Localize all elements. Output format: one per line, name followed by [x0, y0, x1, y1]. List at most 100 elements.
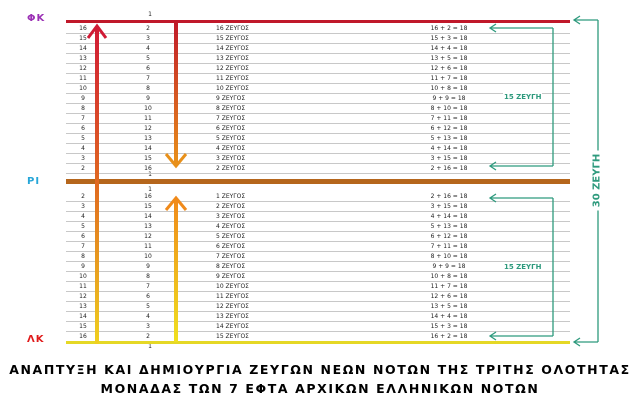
right-number: 15 [144, 155, 152, 162]
right-number: 13 [144, 135, 152, 142]
right-number: 12 [144, 233, 152, 240]
table-row: 11 7 11 ΖΕΥΓΟΣ 11 + 7 = 18 [66, 74, 570, 84]
pair-label: 13 ΖΕΥΓΟΣ [216, 55, 249, 62]
label-bottom: ΛΚ [27, 334, 45, 345]
sum-equation: 13 + 5 = 18 [430, 303, 468, 310]
label-middle: ΡΙ [27, 176, 41, 187]
left-number: 16 [79, 25, 87, 32]
table-row: 3 15 2 ΖΕΥΓΟΣ 3 + 15 = 18 [66, 202, 570, 212]
up-arrow [164, 195, 188, 342]
right-number: 6 [146, 293, 150, 300]
middle-boundary-line [66, 179, 570, 184]
caption-line-1: ΑΝΑΠΤΥΞΗ ΚΑΙ ΔΗΜΙΟΥΡΓΙΑ ΖΕΥΓΩΝ ΝΕΩΝ ΝΟΤΩ… [9, 362, 631, 377]
table-row: 16 2 16 ΖΕΥΓΟΣ 16 + 2 = 18 [66, 24, 570, 34]
pair-label: 16 ΖΕΥΓΟΣ [216, 25, 249, 32]
table-row: 3 15 3 ΖΕΥΓΟΣ 3 + 15 = 18 [66, 154, 570, 164]
table-row: 2 16 1 ΖΕΥΓΟΣ 2 + 16 = 18 [66, 192, 570, 202]
upper-bracket [488, 23, 554, 171]
table-row: 10 8 9 ΖΕΥΓΟΣ 10 + 8 = 18 [66, 272, 570, 282]
table-row: 14 4 14 ΖΕΥΓΟΣ 14 + 4 = 18 [66, 44, 570, 54]
right-number: 11 [144, 115, 152, 122]
pair-label: 1 ΖΕΥΓΟΣ [216, 193, 246, 200]
sum-equation: 15 + 3 = 18 [430, 35, 468, 42]
pair-label: 2 ΖΕΥΓΟΣ [216, 203, 246, 210]
table-row: 12 6 11 ΖΕΥΓΟΣ 12 + 6 = 18 [66, 292, 570, 302]
left-number: 2 [81, 165, 85, 172]
right-number: 14 [144, 213, 152, 220]
table-row: 8 10 7 ΖΕΥΓΟΣ 8 + 10 = 18 [66, 252, 570, 262]
left-number: 12 [79, 293, 87, 300]
sum-equation: 7 + 11 = 18 [430, 115, 468, 122]
left-number: 9 [81, 263, 85, 270]
left-number: 13 [79, 303, 87, 310]
right-number: 3 [146, 323, 150, 330]
sum-equation: 2 + 16 = 18 [430, 193, 468, 200]
table-row: 9 9 8 ΖΕΥΓΟΣ 9 + 9 = 18 [66, 262, 570, 272]
down-arrow [164, 22, 188, 169]
left-number: 10 [79, 85, 87, 92]
left-number: 7 [81, 115, 85, 122]
left-number: 11 [79, 75, 87, 82]
left-number: 11 [79, 283, 87, 290]
pair-label: 7 ΖΕΥΓΟΣ [216, 115, 246, 122]
pair-label: 7 ΖΕΥΓΟΣ [216, 253, 246, 260]
sum-equation: 3 + 15 = 18 [430, 203, 468, 210]
right-number: 8 [146, 85, 150, 92]
right-number: 10 [144, 105, 152, 112]
table-row: 15 3 15 ΖΕΥΓΟΣ 15 + 3 = 18 [66, 34, 570, 44]
right-number: 15 [144, 203, 152, 210]
table-row: 9 9 9 ΖΕΥΓΟΣ 9 + 9 = 18 [66, 94, 570, 104]
right-number: 7 [146, 75, 150, 82]
sum-equation: 9 + 9 = 18 [432, 95, 466, 102]
left-number: 6 [81, 125, 85, 132]
left-number: 10 [79, 273, 87, 280]
left-number: 16 [79, 333, 87, 340]
sum-equation: 8 + 10 = 18 [430, 105, 468, 112]
table-row: 4 14 3 ΖΕΥΓΟΣ 4 + 14 = 18 [66, 212, 570, 222]
pair-label: 15 ΖΕΥΓΟΣ [216, 333, 249, 340]
left-number: 12 [79, 65, 87, 72]
label-top: ΦΚ [27, 13, 46, 24]
right-number: 9 [146, 263, 150, 270]
pair-label: 4 ΖΕΥΓΟΣ [216, 223, 246, 230]
pair-label: 6 ΖΕΥΓΟΣ [216, 125, 246, 132]
sum-equation: 11 + 7 = 18 [430, 283, 468, 290]
pair-label: 15 ΖΕΥΓΟΣ [216, 35, 249, 42]
top-marker: 1 [148, 11, 152, 18]
sum-equation: 3 + 15 = 18 [430, 155, 468, 162]
pair-label: 8 ΖΕΥΓΟΣ [216, 105, 246, 112]
pair-label: 10 ΖΕΥΓΟΣ [216, 85, 249, 92]
right-number: 14 [144, 145, 152, 152]
right-number: 16 [144, 165, 152, 172]
pair-label: 10 ΖΕΥΓΟΣ [216, 283, 249, 290]
table-row: 6 12 6 ΖΕΥΓΟΣ 6 + 12 = 18 [66, 124, 570, 134]
sum-equation: 11 + 7 = 18 [430, 75, 468, 82]
left-number: 8 [81, 253, 85, 260]
upper-table: 16 2 16 ΖΕΥΓΟΣ 16 + 2 = 18 15 3 15 ΖΕΥΓΟΣ 15 + … [66, 24, 570, 174]
mid-marker-upper: 1 [148, 171, 152, 178]
right-number: 3 [146, 35, 150, 42]
left-number: 2 [81, 193, 85, 200]
right-number: 11 [144, 243, 152, 250]
right-number: 2 [146, 25, 150, 32]
table-row: 5 13 4 ΖΕΥΓΟΣ 5 + 13 = 18 [66, 222, 570, 232]
right-number: 9 [146, 95, 150, 102]
caption-line-2: ΜΟΝΑΔΑΣ ΤΩΝ 7 ΕΦΤΑ ΑΡΧΙΚΩΝ ΕΛΛΗΝΙΚΩΝ ΝΟΤ… [100, 381, 540, 396]
bottom-boundary-line [66, 341, 570, 344]
table-row: 5 13 5 ΖΕΥΓΟΣ 5 + 13 = 18 [66, 134, 570, 144]
sum-equation: 15 + 3 = 18 [430, 323, 468, 330]
pair-label: 12 ΖΕΥΓΟΣ [216, 65, 249, 72]
right-number: 13 [144, 223, 152, 230]
sum-equation: 6 + 12 = 18 [430, 125, 468, 132]
table-row: 12 6 12 ΖΕΥΓΟΣ 12 + 6 = 18 [66, 64, 570, 74]
left-number: 8 [81, 105, 85, 112]
sum-equation: 13 + 5 = 18 [430, 55, 468, 62]
left-number: 15 [79, 35, 87, 42]
table-row: 4 14 4 ΖΕΥΓΟΣ 4 + 14 = 18 [66, 144, 570, 154]
pair-label: 14 ΖΕΥΓΟΣ [216, 45, 249, 52]
left-number: 14 [79, 313, 87, 320]
sum-equation: 6 + 12 = 18 [430, 233, 468, 240]
table-row: 7 11 7 ΖΕΥΓΟΣ 7 + 11 = 18 [66, 114, 570, 124]
pair-label: 11 ΖΕΥΓΟΣ [216, 75, 249, 82]
